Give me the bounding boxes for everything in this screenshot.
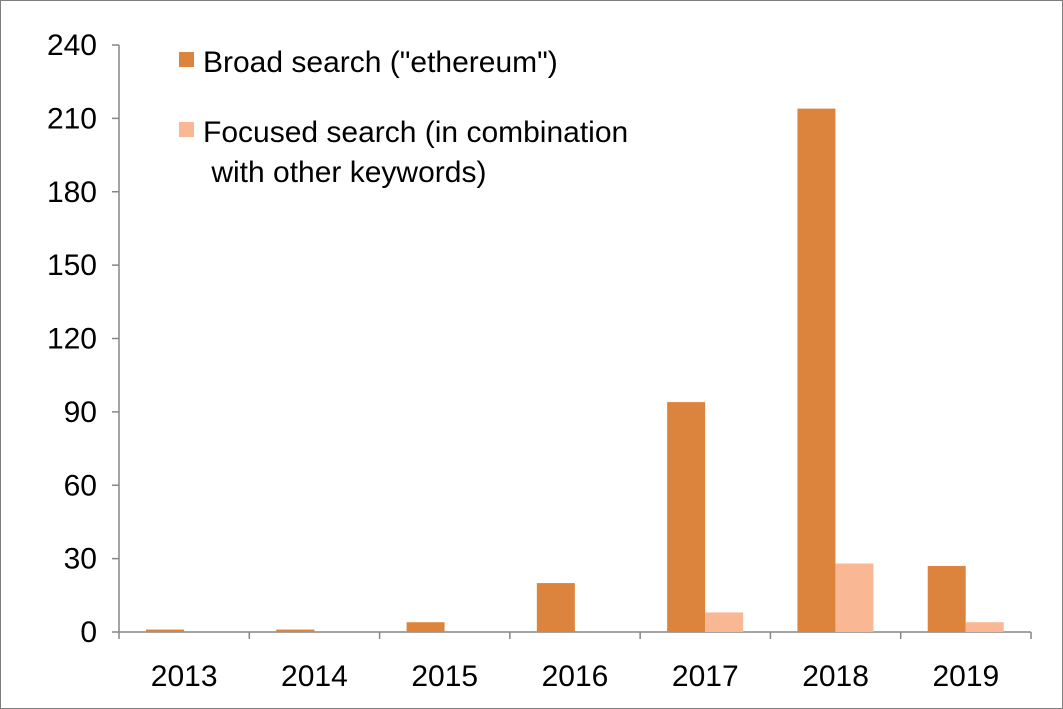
x-tick-label: 2013 (151, 660, 218, 693)
bar-2013-series-1 (146, 629, 184, 632)
x-tick-label: 2017 (672, 660, 739, 693)
bar-2014-series-1 (276, 629, 315, 632)
x-tick-label: 2014 (281, 660, 348, 693)
bars (146, 108, 1004, 632)
y-tick-label: 90 (64, 396, 97, 429)
x-tick-label: 2015 (411, 660, 478, 693)
x-tick-label: 2018 (802, 660, 869, 693)
legend-label-series-2: Focused search (in combination with othe… (203, 116, 628, 189)
bar-2015-series-1 (406, 622, 445, 632)
y-tick-label: 60 (64, 469, 97, 502)
bar-2018-series-1 (797, 108, 836, 632)
y-tick-label: 120 (47, 323, 97, 356)
bar-2017-series-2 (705, 612, 744, 632)
y-tick-label: 240 (47, 29, 97, 62)
axes (112, 44, 1032, 639)
x-tick-label: 2019 (932, 660, 999, 693)
bar-2019-series-1 (927, 565, 966, 632)
y-tick-label: 30 (64, 543, 97, 576)
y-tick-labels: 0 30 60 90 120 150 180 210 240 (47, 29, 97, 649)
bar-2019-series-2 (965, 622, 1004, 632)
x-tick-labels: 2013 2014 2015 2016 2017 2018 2019 (151, 660, 999, 693)
bar-2016-series-1 (536, 583, 575, 632)
y-tick-label: 150 (47, 249, 97, 282)
legend-label-series-1: Broad search ("ethereum") (203, 46, 558, 79)
bar-2018-series-2 (835, 563, 874, 632)
legend-swatch-series-1 (179, 52, 194, 67)
y-tick-label: 210 (47, 102, 97, 135)
y-tick-label: 180 (47, 176, 97, 209)
x-tick-label: 2016 (542, 660, 609, 693)
legend-swatch-series-2 (179, 122, 194, 137)
bar-2017-series-1 (667, 402, 706, 632)
y-tick-label: 0 (80, 616, 97, 649)
legend: Broad search ("ethereum") Focused search … (179, 46, 628, 189)
